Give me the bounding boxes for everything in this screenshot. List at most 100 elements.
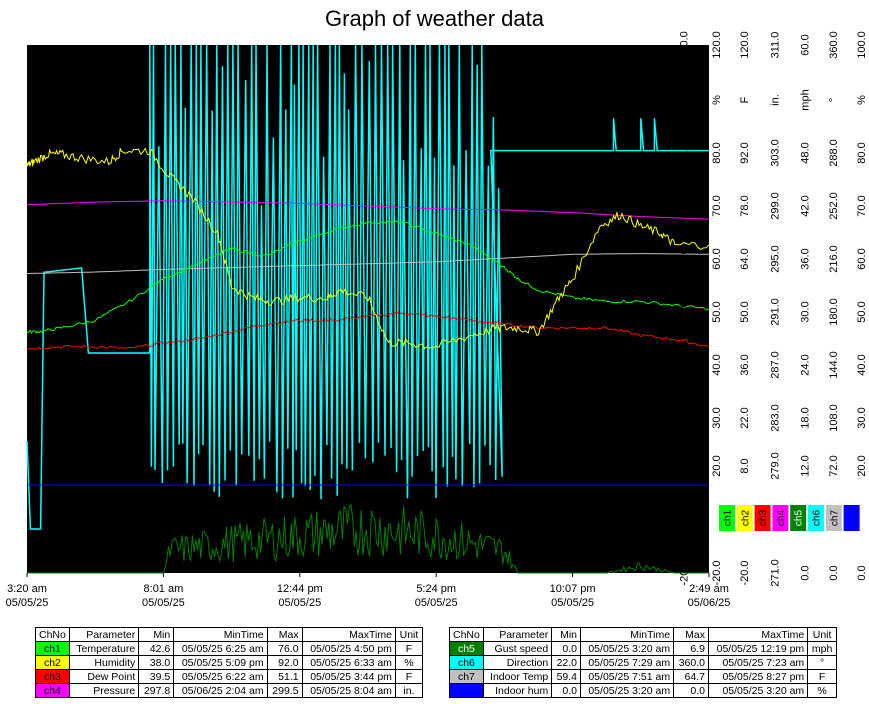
y-tick-label: 22.0 (679, 407, 691, 428)
chart-title: Graph of weather data (325, 6, 544, 31)
cell-unit: F (394, 669, 424, 684)
cell-chno: ch6 (449, 655, 484, 670)
y-tick-label: 311.0 (769, 32, 781, 59)
y-tick-label: 100.0 (856, 31, 868, 59)
table-row: ch5 Gust speed 0.0 05/05/25 3:20 am 6.9 05/05… (449, 641, 837, 656)
cell-min: 297.8 (138, 683, 175, 698)
cell-maxtime: 05/05/25 8:04 am (301, 683, 396, 698)
cell-mintime: 05/06/25 2:04 am (173, 683, 268, 698)
y-tick-label: in. (769, 94, 781, 106)
legend-badge-ch6 (808, 505, 824, 531)
y-tick-label: 60.0 (711, 248, 723, 269)
y-tick-label: 299.0 (769, 192, 781, 220)
y-tick-label: 40.0 (856, 354, 868, 375)
x-tick-time: 3:20 am (7, 583, 47, 595)
y-tick-label: 72.0 (828, 455, 840, 476)
legend-badge-label: ch3 (758, 510, 769, 527)
y-tick-label: 18.0 (800, 407, 812, 428)
legend-badge-ch2 (736, 505, 753, 531)
legend-badges: ch1 ch2 ch3 ch4 ch5 ch6 ch7 ch8 (719, 505, 860, 531)
y-tick-label: 40.0 (711, 354, 723, 375)
cell-param: Dew Point (68, 669, 140, 684)
col-min: Min (138, 627, 175, 642)
col-max: Max (673, 627, 709, 642)
cell-mintime: 05/05/25 3:20 am (579, 641, 675, 656)
cell-param: Temperature (68, 641, 140, 656)
y-tick-label: 64.0 (679, 248, 691, 269)
stats-table-left: ChNo Parameter Min MinTime Max MaxTime U… (35, 627, 424, 698)
x-tick-date: 05/05/25 (551, 597, 594, 609)
y-tick-label: mph (800, 89, 812, 110)
y-tick-label: 30.0 (711, 407, 723, 428)
y-tick-label: 283.0 (769, 404, 781, 432)
cell-chno: ch8 (449, 683, 484, 698)
y-tick-label: 50.0 (711, 301, 723, 322)
y-tick-label: 50.0 (856, 301, 868, 322)
y-tick-label: 252.0 (828, 192, 840, 220)
legend-badge-label: ch4 (776, 510, 787, 527)
table-row: ch4 Pressure 297.8 05/06/25 2:04 am 299.5 05/… (35, 683, 424, 698)
table-header-row: ChNo Parameter Min MinTime Max MaxTime U… (35, 627, 424, 642)
table-row: ch7 Indoor Temp 59.4 05/05/25 7:51 am 64.7 05… (449, 669, 837, 684)
legend-badge-label: ch2 (740, 510, 751, 527)
cell-max: 76.0 (266, 641, 303, 656)
cell-param: Direction (482, 655, 553, 670)
x-axis: 3:20 am 05/05/25 8:01 am 05/05/25 12:44 pm 05… (6, 573, 731, 609)
legend-badge-label: ch6 (812, 510, 823, 527)
x-tick-time: 5:24 pm (416, 583, 456, 595)
legend-badge-label: ch8 (847, 510, 858, 527)
cell-param: Gust speed (482, 641, 553, 656)
y-tick-label: -20.0 (739, 560, 751, 585)
col-maxtime: MaxTime (707, 627, 809, 642)
y-tick-label: ° (828, 98, 840, 102)
series-gust-speed (27, 503, 708, 574)
cell-max: 6.9 (673, 641, 709, 656)
cell-mintime: 05/05/25 3:20 am (579, 683, 675, 698)
weather-chart: 3:20 am 05/05/25 8:01 am 05/05/25 12:44 pm 05… (6, 31, 869, 609)
cell-mintime: 05/05/25 5:09 pm (173, 655, 268, 670)
x-tick-time: 8:01 am (144, 583, 184, 595)
table-row: ch3 Dew Point 39.5 05/05/25 6:22 am 51.1 05/0… (35, 669, 424, 684)
table-row: ch8 Indoor hum 0.0 05/05/25 3:20 am 0.0 05/05… (449, 683, 837, 698)
cell-min: 39.5 (138, 669, 175, 684)
col-chno: ChNo (35, 627, 70, 642)
col-parameter: Parameter (482, 627, 553, 642)
y-tick-label: 0.0 (828, 565, 840, 580)
cell-param: Indoor Temp (482, 669, 553, 684)
y-tick-label: 80.0 (856, 142, 868, 163)
legend-badge-label: ch5 (794, 510, 805, 527)
y-tick-label: 70.0 (856, 195, 868, 216)
cell-param: Pressure (68, 683, 140, 698)
legend-badge-ch4 (772, 505, 789, 531)
cell-unit: mph (807, 641, 837, 656)
series-dew-point (26, 311, 710, 350)
table-row: ch2 Humidity 38.0 05/05/25 5:09 pm 92.0 05/05… (35, 655, 424, 670)
cell-mintime: 05/05/25 6:25 am (173, 641, 268, 656)
y-tick-label: 92.0 (739, 142, 751, 163)
legend-badge-ch5 (790, 505, 807, 531)
x-tick-date: 05/06/25 (688, 597, 731, 609)
y-tick-label: 20.0 (711, 455, 723, 476)
cell-min: 0.0 (551, 641, 581, 656)
cell-mintime: 05/05/25 7:51 am (579, 669, 675, 684)
y-tick-label: 287.0 (769, 351, 781, 379)
y-tick-label: 48.0 (800, 142, 812, 163)
y-tick-label: 20.0 (856, 455, 868, 476)
cell-mintime: 05/05/25 6:22 am (173, 669, 268, 684)
cell-max: 299.5 (266, 683, 303, 698)
col-chno: ChNo (449, 627, 484, 642)
cell-mintime: 05/05/25 7:29 am (579, 655, 675, 670)
y-tick-label: 360.0 (828, 31, 840, 59)
series-indoor-temp (26, 253, 709, 274)
col-mintime: MinTime (173, 627, 268, 642)
cell-chno: ch5 (449, 641, 484, 656)
y-tick-label: 8.0 (739, 458, 751, 473)
y-tick-label: 108.0 (828, 404, 840, 432)
y-tick-label: 291.0 (769, 298, 781, 326)
cell-unit: in. (394, 683, 424, 698)
y-tick-label: 24.0 (800, 354, 812, 375)
cell-maxtime: 05/05/25 8:27 pm (707, 669, 809, 684)
table-header-row: ChNo Parameter Min MinTime Max MaxTime U… (449, 627, 837, 642)
col-parameter: Parameter (68, 627, 140, 642)
